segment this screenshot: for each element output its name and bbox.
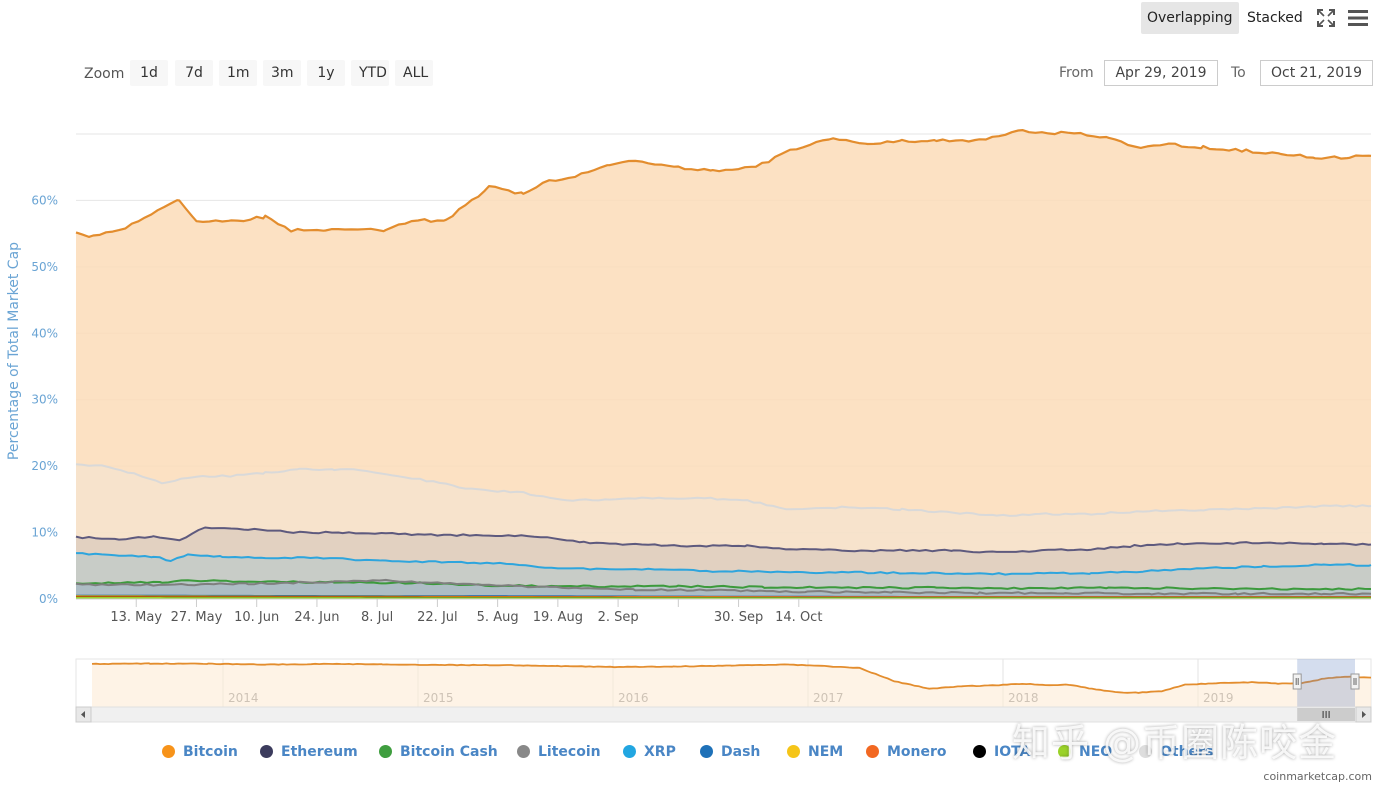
legend-item-neo[interactable]: NEO	[1058, 740, 1112, 764]
legend-label: Monero	[887, 744, 947, 760]
zoom-1y-button[interactable]: 1y	[307, 60, 345, 86]
legend-label: Dash	[721, 744, 761, 760]
x-tick-label: 27. May	[171, 610, 223, 625]
legend-label: Others	[1160, 744, 1214, 760]
y-tick-label: 60%	[31, 193, 58, 207]
line-others[interactable]	[75, 463, 1372, 517]
legend-item-bitcoin-cash[interactable]: Bitcoin Cash	[379, 740, 498, 764]
watermark: 知乎 @币圈陈咬金	[1012, 721, 1338, 765]
navigator-line	[91, 662, 1372, 694]
legend-dot-icon	[700, 745, 713, 758]
y-tick-label: 0%	[39, 592, 58, 606]
legend-item-litecoin[interactable]: Litecoin	[517, 740, 601, 764]
legend-item-monero[interactable]: Monero	[866, 740, 947, 764]
navigator-selection[interactable]	[1297, 659, 1355, 707]
scroll-left-arrow-icon	[81, 711, 85, 718]
x-tick-label: 5. Aug	[477, 610, 519, 625]
stacked-button[interactable]: Stacked	[1247, 10, 1303, 26]
menu-icon[interactable]	[1346, 8, 1370, 28]
x-tick-label: 19. Aug	[533, 610, 583, 625]
legend-label: NEO	[1079, 744, 1113, 760]
legend-dot-icon	[787, 745, 800, 758]
fullscreen-icon[interactable]	[1316, 8, 1336, 28]
to-date-input[interactable]: Oct 21, 2019	[1260, 60, 1373, 86]
legend-dot-icon	[517, 745, 530, 758]
legend-item-nem[interactable]: NEM	[787, 740, 843, 764]
x-tick-label: 2. Sep	[598, 610, 639, 625]
legend-item-others[interactable]: Others	[1139, 740, 1213, 764]
legend-label: Ethereum	[281, 744, 358, 760]
legend-label: Bitcoin Cash	[400, 744, 498, 760]
zoom-ytd-button[interactable]: YTD	[351, 60, 389, 86]
zoom-1m-button[interactable]: 1m	[219, 60, 257, 86]
overlapping-button[interactable]: Overlapping	[1141, 2, 1239, 34]
x-tick-label: 24. Jun	[294, 610, 339, 625]
from-date-input[interactable]: Apr 29, 2019	[1104, 60, 1218, 86]
legend-dot-icon	[623, 745, 636, 758]
legend-dot-icon	[1139, 745, 1152, 758]
x-tick-label: 30. Sep	[714, 610, 763, 625]
legend-dot-icon	[379, 745, 392, 758]
line-xrp[interactable]	[76, 552, 1372, 576]
x-tick-label: 8. Jul	[361, 610, 393, 625]
legend-dot-icon	[260, 745, 273, 758]
navigator[interactable]: 201420152016201720182019	[0, 655, 1386, 725]
scroll-right-arrow-icon	[1362, 711, 1366, 718]
legend-dot-icon	[162, 745, 175, 758]
navigator-left-handle[interactable]	[1292, 673, 1302, 690]
x-tick-label: 22. Jul	[417, 610, 458, 625]
legend: Bitcoin Ethereum Bitcoin Cash Litecoin XRP Da…	[0, 740, 1386, 764]
legend-label: XRP	[644, 744, 676, 760]
legend-item-ethereum[interactable]: Ethereum	[260, 740, 358, 764]
y-tick-label: 50%	[31, 260, 58, 274]
legend-dot-icon	[973, 745, 986, 758]
line-ethereum[interactable]	[75, 526, 1372, 554]
to-label: To	[1231, 65, 1246, 81]
from-label: From	[1059, 65, 1094, 81]
zoom-all-button[interactable]: ALL	[395, 60, 433, 86]
legend-label: Bitcoin	[183, 744, 238, 760]
zoom-label: Zoom	[84, 66, 125, 82]
legend-label: Litecoin	[538, 744, 601, 760]
line-bitcoin[interactable]	[75, 129, 1372, 238]
zoom-3m-button[interactable]: 3m	[263, 60, 301, 86]
y-tick-label: 10%	[31, 526, 58, 540]
dominance-chart: 0% 10% 20% 30% 40% 50% 60% 13. May 27. May 10. J…	[6, 129, 1372, 625]
y-axis-label: Percentage of Total Market Cap	[6, 242, 22, 460]
line-litecoin[interactable]	[75, 578, 1372, 596]
navigator-area	[92, 663, 1371, 707]
x-tick-label: 13. May	[110, 610, 162, 625]
legend-label: NEM	[808, 744, 844, 760]
x-tick-label: 14. Oct	[775, 610, 822, 625]
legend-item-iota[interactable]: IOTA	[973, 740, 1030, 764]
legend-label: IOTA	[994, 744, 1031, 760]
legend-dot-icon	[1058, 745, 1071, 758]
x-tick-label: 10. Jun	[234, 610, 279, 625]
line-bitcoin-cash[interactable]	[75, 579, 1372, 591]
y-tick-label: 30%	[31, 393, 58, 407]
legend-item-bitcoin[interactable]: Bitcoin	[162, 740, 238, 764]
zoom-1d-button[interactable]: 1d	[130, 60, 168, 86]
navigator-right-handle[interactable]	[1350, 673, 1360, 690]
area-litecoin	[76, 579, 1371, 599]
legend-dot-icon	[866, 745, 879, 758]
zoom-7d-button[interactable]: 7d	[175, 60, 213, 86]
legend-item-dash[interactable]: Dash	[700, 740, 760, 764]
credit-link[interactable]: coinmarketcap.com	[1263, 770, 1372, 783]
legend-item-xrp[interactable]: XRP	[623, 740, 676, 764]
y-tick-label: 20%	[31, 459, 58, 473]
y-tick-label: 40%	[31, 326, 58, 340]
